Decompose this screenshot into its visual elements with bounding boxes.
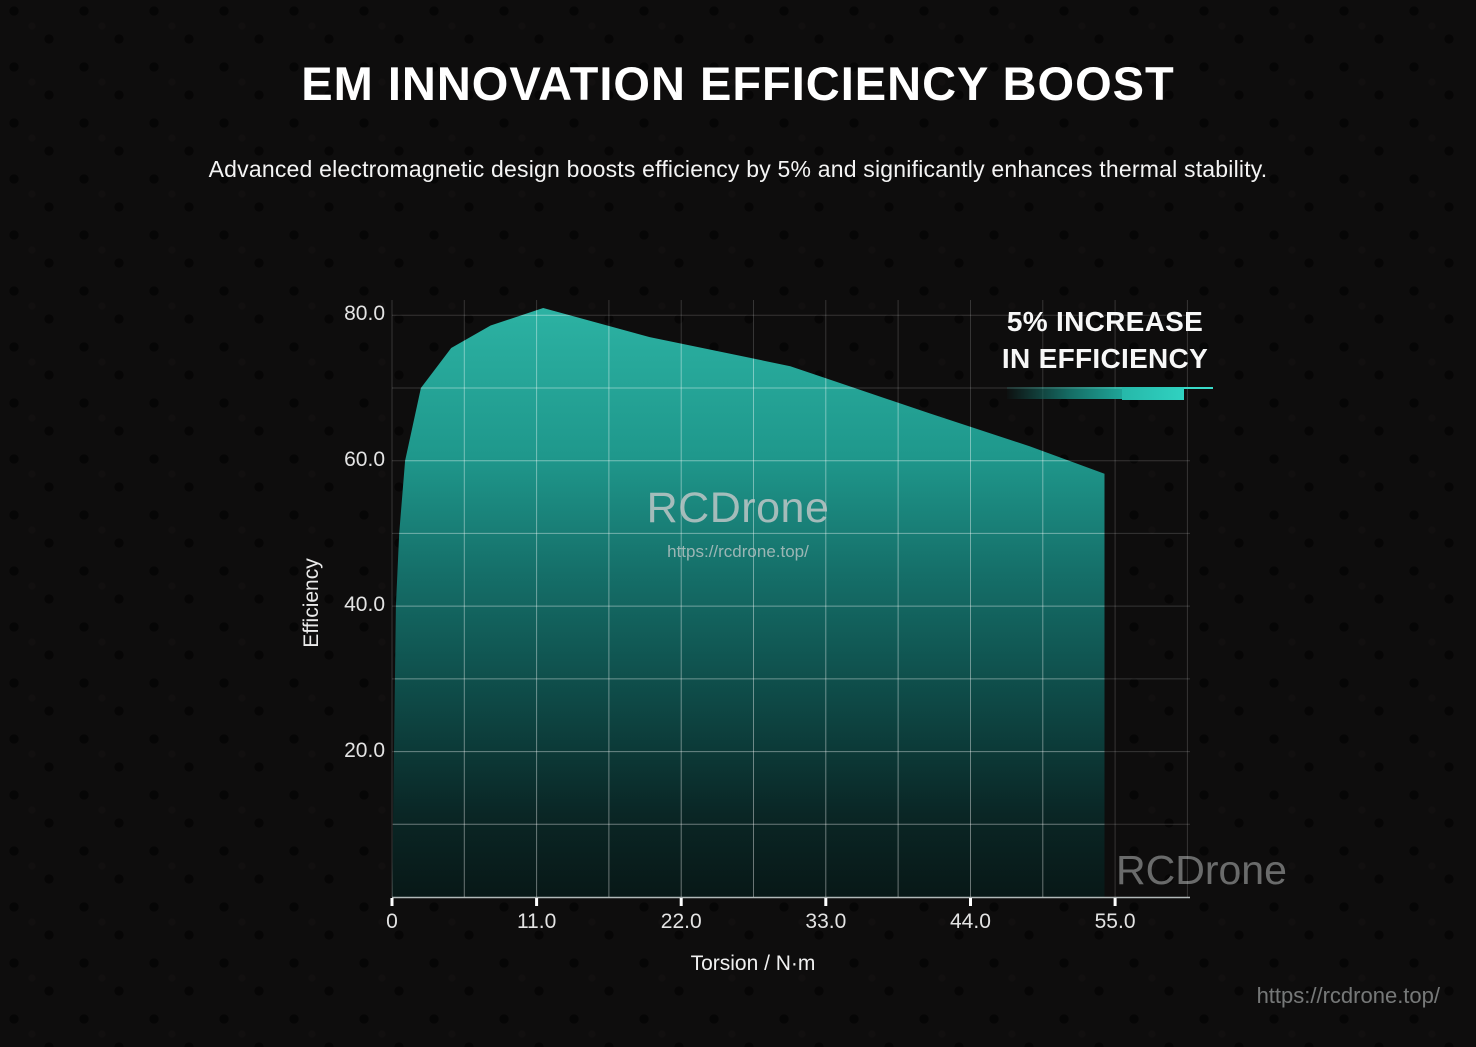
y-tick-label: 80.0 xyxy=(344,302,385,326)
x-axis-title: Torsion / N·m xyxy=(690,952,816,975)
legend-line-2: IN EFFICIENCY xyxy=(1001,343,1209,374)
x-tick-label: 11.0 xyxy=(516,910,557,933)
y-tick-label: 20.0 xyxy=(344,738,385,762)
x-tick-label: 44.0 xyxy=(950,910,991,933)
legend-gradient-bar xyxy=(1007,389,1122,399)
y-tick-label: 60.0 xyxy=(344,447,385,471)
watermark-url: https://rcdrone.top/ xyxy=(667,542,809,561)
footer-url: https://rcdrone.top/ xyxy=(1256,983,1440,1008)
legend-line-1: 5% INCREASE xyxy=(1006,306,1204,337)
x-tick-label: 0 xyxy=(386,910,398,933)
x-tick-label: 33.0 xyxy=(805,910,847,933)
watermark-center: RCDrone https://rcdrone.top/ xyxy=(647,484,830,562)
legend-bar-top-line xyxy=(1007,387,1213,389)
y-tick-label: 40.0 xyxy=(344,593,385,617)
x-tick-label: 22.0 xyxy=(660,910,702,933)
efficiency-area-plot xyxy=(390,300,1190,906)
page-subtitle: Advanced electromagnetic design boosts e… xyxy=(208,156,1268,182)
x-tick-label: 55.0 xyxy=(1094,910,1136,933)
legend: 5% INCREASE IN EFFICIENCY xyxy=(975,303,1235,377)
legend-bar-highlight xyxy=(1122,387,1184,400)
watermark-brand-corner: RCDrone xyxy=(1116,847,1287,893)
page-title: EM INNOVATION EFFICIENCY BOOST xyxy=(301,57,1175,110)
watermark-brand: RCDrone xyxy=(646,484,830,532)
